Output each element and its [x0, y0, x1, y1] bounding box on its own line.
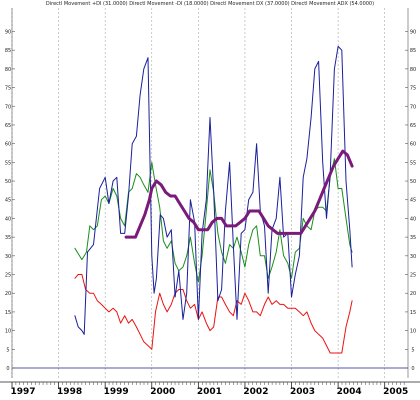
ytick-label-right-30: 30	[410, 254, 416, 260]
xtick-label-1999: 1999	[104, 387, 129, 397]
series-line-dx	[74, 45, 353, 335]
ytick-label-right-15: 15	[410, 310, 416, 316]
chart-title: Directl Movement +DI (31.0000) Directl M…	[46, 1, 374, 7]
ytick-label-left-40: 40	[5, 216, 11, 222]
xtick-label-2004: 2004	[337, 387, 362, 397]
ytick-label-left-65: 65	[5, 123, 11, 129]
series-line-plus-di	[74, 158, 353, 283]
ytick-label-left-45: 45	[5, 198, 11, 204]
series-line-adx	[124, 149, 354, 239]
grid-lines	[11, 8, 386, 378]
xtick-label-2005: 2005	[383, 387, 408, 397]
ytick-label-right-25: 25	[410, 273, 416, 279]
ytick-label-left-80: 80	[5, 67, 11, 73]
ytick-label-left-0: 0	[6, 366, 9, 372]
y-axis-right: 0 5 10 15 20 25 30 35 40 45 50 55 60 65 70 75 80 85 90	[405, 29, 416, 372]
xtick-label-1998: 1998	[57, 387, 82, 397]
ytick-label-left-75: 75	[5, 86, 11, 92]
ytick-label-left-15: 15	[5, 310, 11, 316]
ytick-label-left-55: 55	[5, 160, 11, 166]
ytick-label-left-10: 10	[5, 329, 11, 335]
ytick-label-left-20: 20	[5, 291, 11, 297]
ytick-label-right-90: 90	[410, 29, 416, 35]
ytick-label-left-35: 35	[5, 235, 11, 241]
ytick-label-left-30: 30	[5, 254, 11, 260]
ytick-label-left-60: 60	[5, 142, 11, 148]
xtick-label-2000: 2000	[150, 387, 175, 397]
ytick-label-left-25: 25	[5, 273, 11, 279]
ytick-label-right-40: 40	[410, 216, 416, 222]
ytick-label-right-0: 0	[411, 366, 414, 372]
ytick-label-right-75: 75	[410, 86, 416, 92]
ytick-label-right-10: 10	[410, 329, 416, 335]
ytick-label-right-20: 20	[410, 291, 416, 297]
ytick-label-left-85: 85	[5, 48, 11, 54]
ytick-label-right-85: 85	[410, 48, 416, 54]
x-axis: 1997 1998 1999 2000 2001 2002 2003 2004 2005	[0, 381, 420, 397]
ytick-label-right-35: 35	[410, 235, 416, 241]
plot-frame	[11, 8, 409, 378]
xtick-label-2003: 2003	[290, 387, 315, 397]
ytick-label-right-70: 70	[410, 104, 416, 110]
ytick-label-right-45: 45	[410, 198, 416, 204]
ytick-label-left-50: 50	[5, 179, 11, 185]
series-layer	[74, 45, 354, 354]
ytick-label-right-80: 80	[410, 67, 416, 73]
xtick-label-2001: 2001	[197, 387, 222, 397]
y-axis-left: 0 5 10 15 20 25 30 35 40 45 50 55 60 65 70 75 80 85 90	[5, 29, 15, 372]
ytick-label-right-50: 50	[410, 179, 416, 185]
xtick-label-1997: 1997	[10, 387, 35, 397]
series-line-minus-di	[74, 274, 353, 354]
ytick-label-right-5: 5	[411, 347, 414, 353]
ytick-label-right-60: 60	[410, 142, 416, 148]
ytick-label-left-90: 90	[5, 29, 11, 35]
ytick-label-left-70: 70	[5, 104, 11, 110]
xtick-label-2002: 2002	[243, 387, 268, 397]
ytick-label-right-55: 55	[410, 160, 416, 166]
ytick-label-left-5: 5	[6, 347, 9, 353]
ytick-label-right-65: 65	[410, 123, 416, 129]
